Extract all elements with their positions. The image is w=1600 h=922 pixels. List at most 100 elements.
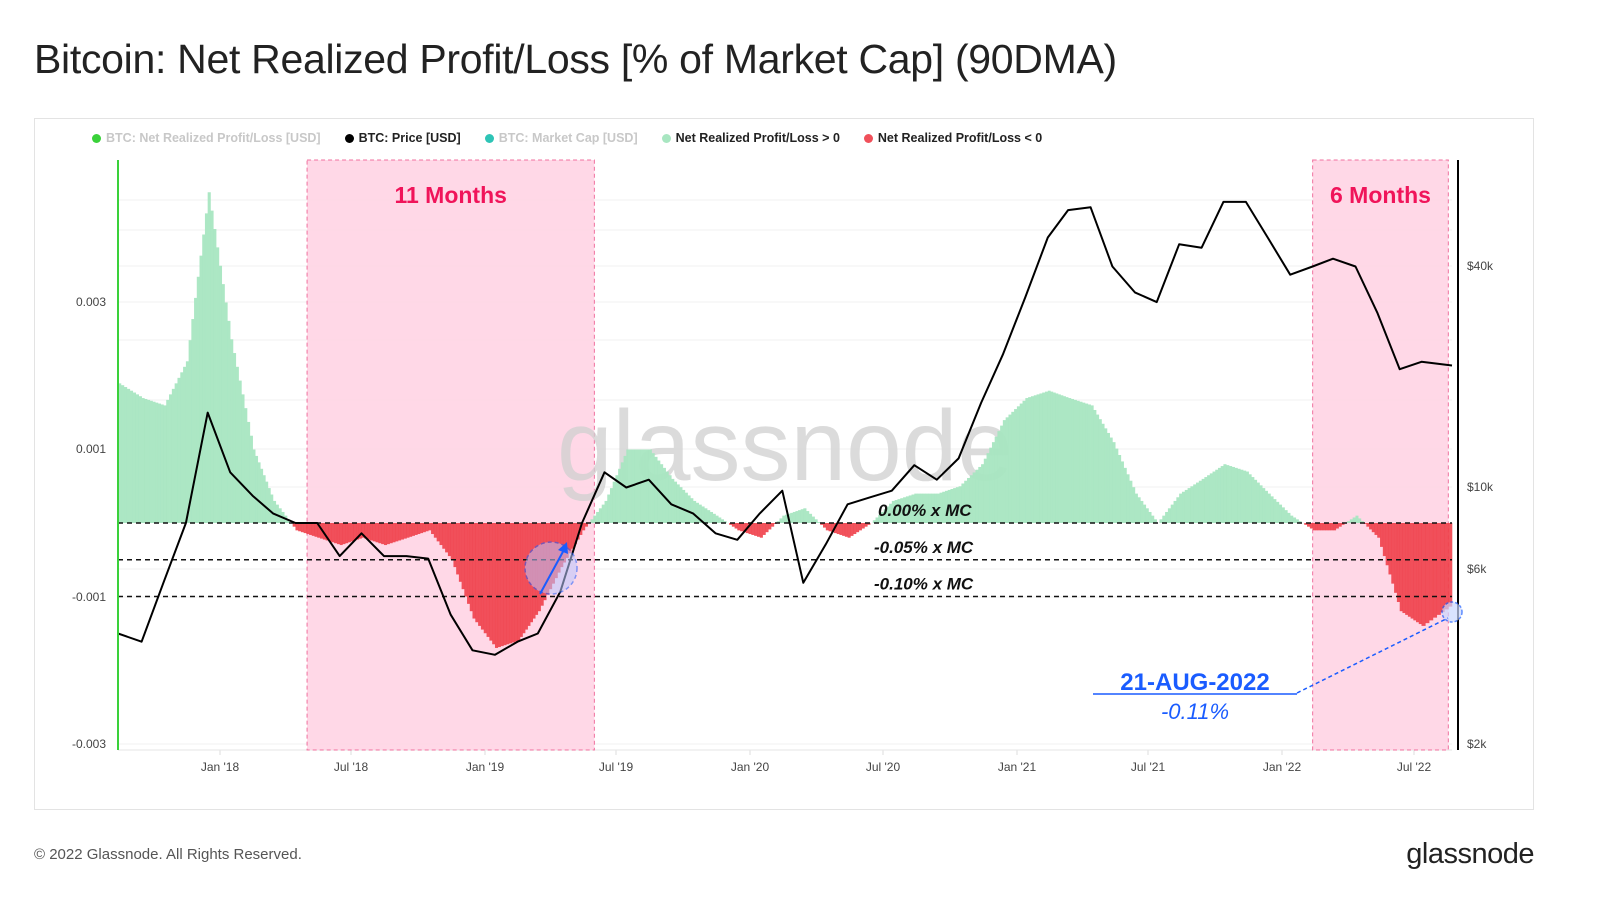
nrpl-positive-bar bbox=[1170, 504, 1174, 523]
nrpl-positive-bar bbox=[1000, 425, 1004, 523]
nrpl-positive-bar bbox=[1231, 466, 1235, 523]
nrpl-positive-bar bbox=[908, 495, 912, 523]
nrpl-positive-bar bbox=[147, 399, 151, 523]
callout-leader-line bbox=[1296, 617, 1449, 694]
nrpl-negative-bar bbox=[844, 523, 848, 537]
nrpl-negative-bar bbox=[428, 523, 432, 531]
nrpl-positive-bar bbox=[994, 436, 998, 523]
nrpl-positive-bar bbox=[1220, 466, 1224, 523]
legend-item[interactable]: BTC: Net Realized Profit/Loss [USD] bbox=[92, 131, 321, 145]
nrpl-positive-bar bbox=[643, 449, 647, 523]
nrpl-negative-bar bbox=[425, 523, 429, 532]
nrpl-positive-bar bbox=[1278, 504, 1283, 523]
nrpl-positive-bar bbox=[1087, 404, 1091, 523]
nrpl-negative-bar bbox=[478, 523, 482, 626]
btc-price-line bbox=[117, 200, 1453, 656]
nrpl-negative-bar bbox=[500, 523, 504, 647]
nrpl-negative-bar bbox=[511, 523, 515, 643]
nrpl-negative-bar bbox=[358, 523, 362, 539]
legend-dot-icon bbox=[344, 133, 354, 143]
nrpl-positive-bar bbox=[1254, 479, 1258, 523]
nrpl-positive-bar bbox=[1106, 432, 1110, 523]
nrpl-positive-bar bbox=[880, 511, 884, 523]
nrpl-negative-bar bbox=[847, 523, 851, 538]
nrpl-positive-bar bbox=[1011, 411, 1015, 523]
nrpl-positive-bar bbox=[247, 421, 251, 523]
nrpl-positive-bar bbox=[260, 468, 264, 523]
nrpl-negative-bar bbox=[1436, 523, 1441, 615]
nrpl-negative-bar bbox=[375, 523, 379, 543]
nrpl-positive-bar bbox=[1284, 510, 1288, 523]
nrpl-positive-bar bbox=[712, 513, 716, 523]
chart-card bbox=[34, 118, 1534, 810]
nrpl-negative-bar bbox=[1394, 523, 1398, 593]
nrpl-positive-bar bbox=[1259, 485, 1263, 523]
nrpl-positive-bar bbox=[792, 511, 796, 523]
nrpl-negative-bar bbox=[1377, 523, 1381, 538]
nrpl-negative-bar bbox=[1421, 523, 1426, 626]
nrpl-positive-bar bbox=[1112, 442, 1116, 523]
nrpl-positive-bar bbox=[1287, 512, 1291, 523]
nrpl-positive-bar bbox=[188, 340, 192, 523]
legend-label: BTC: Net Realized Profit/Loss [USD] bbox=[106, 131, 321, 145]
x-tick-label: Jul '22 bbox=[1397, 760, 1432, 774]
nrpl-negative-bar bbox=[1429, 523, 1434, 621]
nrpl-positive-bar bbox=[891, 500, 895, 523]
nrpl-positive-bar bbox=[612, 481, 616, 523]
nrpl-negative-bar bbox=[762, 523, 766, 535]
nrpl-negative-bar bbox=[584, 523, 588, 527]
nrpl-negative-bar bbox=[458, 523, 462, 582]
highlight-circle bbox=[1441, 601, 1463, 623]
x-tick-label: Jul '20 bbox=[866, 760, 901, 774]
nrpl-positive-bar bbox=[1264, 490, 1268, 523]
legend-item[interactable]: BTC: Price [USD] bbox=[344, 131, 461, 145]
nrpl-negative-bar bbox=[751, 523, 755, 535]
nrpl-positive-bar bbox=[883, 509, 887, 523]
nrpl-positive-bar bbox=[975, 469, 979, 523]
arrow-head-icon bbox=[558, 542, 568, 554]
nrpl-negative-bar bbox=[576, 523, 580, 540]
legend-item[interactable]: Net Realized Profit/Loss > 0 bbox=[661, 131, 840, 145]
nrpl-positive-bar bbox=[1349, 519, 1353, 523]
nrpl-positive-bar bbox=[1295, 519, 1299, 523]
nrpl-negative-bar bbox=[1338, 523, 1342, 527]
nrpl-negative-bar bbox=[1425, 523, 1430, 624]
nrpl-positive-bar bbox=[967, 477, 971, 523]
chart-title: Bitcoin: Net Realized Profit/Loss [% of … bbox=[34, 36, 1117, 82]
nrpl-negative-bar bbox=[565, 523, 569, 558]
nrpl-positive-bar bbox=[126, 388, 131, 523]
nrpl-positive-bar bbox=[1212, 471, 1216, 523]
annotation-value: -0.11% bbox=[1161, 699, 1229, 724]
shaded-period-label: 11 Months bbox=[394, 182, 506, 208]
nrpl-positive-bar bbox=[1298, 521, 1302, 523]
nrpl-negative-bar bbox=[1341, 523, 1345, 525]
nrpl-positive-bar bbox=[695, 502, 699, 523]
nrpl-positive-bar bbox=[1209, 473, 1213, 523]
reference-line-label: -0.10% x MC bbox=[874, 575, 974, 594]
nrpl-positive-bar bbox=[138, 396, 142, 523]
nrpl-positive-bar bbox=[232, 353, 237, 523]
nrpl-negative-bar bbox=[494, 523, 499, 648]
nrpl-positive-bar bbox=[1360, 521, 1364, 523]
nrpl-positive-bar bbox=[961, 483, 965, 523]
nrpl-negative-bar bbox=[756, 523, 761, 537]
nrpl-positive-bar bbox=[609, 488, 613, 523]
nrpl-positive-bar bbox=[1063, 396, 1066, 523]
shaded-period bbox=[1312, 159, 1449, 751]
nrpl-positive-bar bbox=[798, 510, 801, 523]
nrpl-positive-bar bbox=[983, 458, 987, 523]
nrpl-positive-bar bbox=[1181, 491, 1186, 523]
nrpl-negative-bar bbox=[414, 523, 418, 535]
nrpl-negative-bar bbox=[461, 523, 465, 590]
legend-item[interactable]: Net Realized Profit/Loss < 0 bbox=[863, 131, 1042, 145]
nrpl-negative-bar bbox=[1382, 523, 1386, 557]
nrpl-positive-bar bbox=[196, 276, 200, 523]
nrpl-positive-bar bbox=[149, 400, 153, 523]
nrpl-positive-bar bbox=[634, 449, 638, 523]
nrpl-positive-bar bbox=[1002, 420, 1006, 523]
nrpl-positive-bar bbox=[665, 471, 669, 523]
legend-item[interactable]: BTC: Market Cap [USD] bbox=[484, 131, 638, 145]
nrpl-negative-bar bbox=[867, 523, 871, 525]
nrpl-positive-bar bbox=[715, 515, 719, 523]
